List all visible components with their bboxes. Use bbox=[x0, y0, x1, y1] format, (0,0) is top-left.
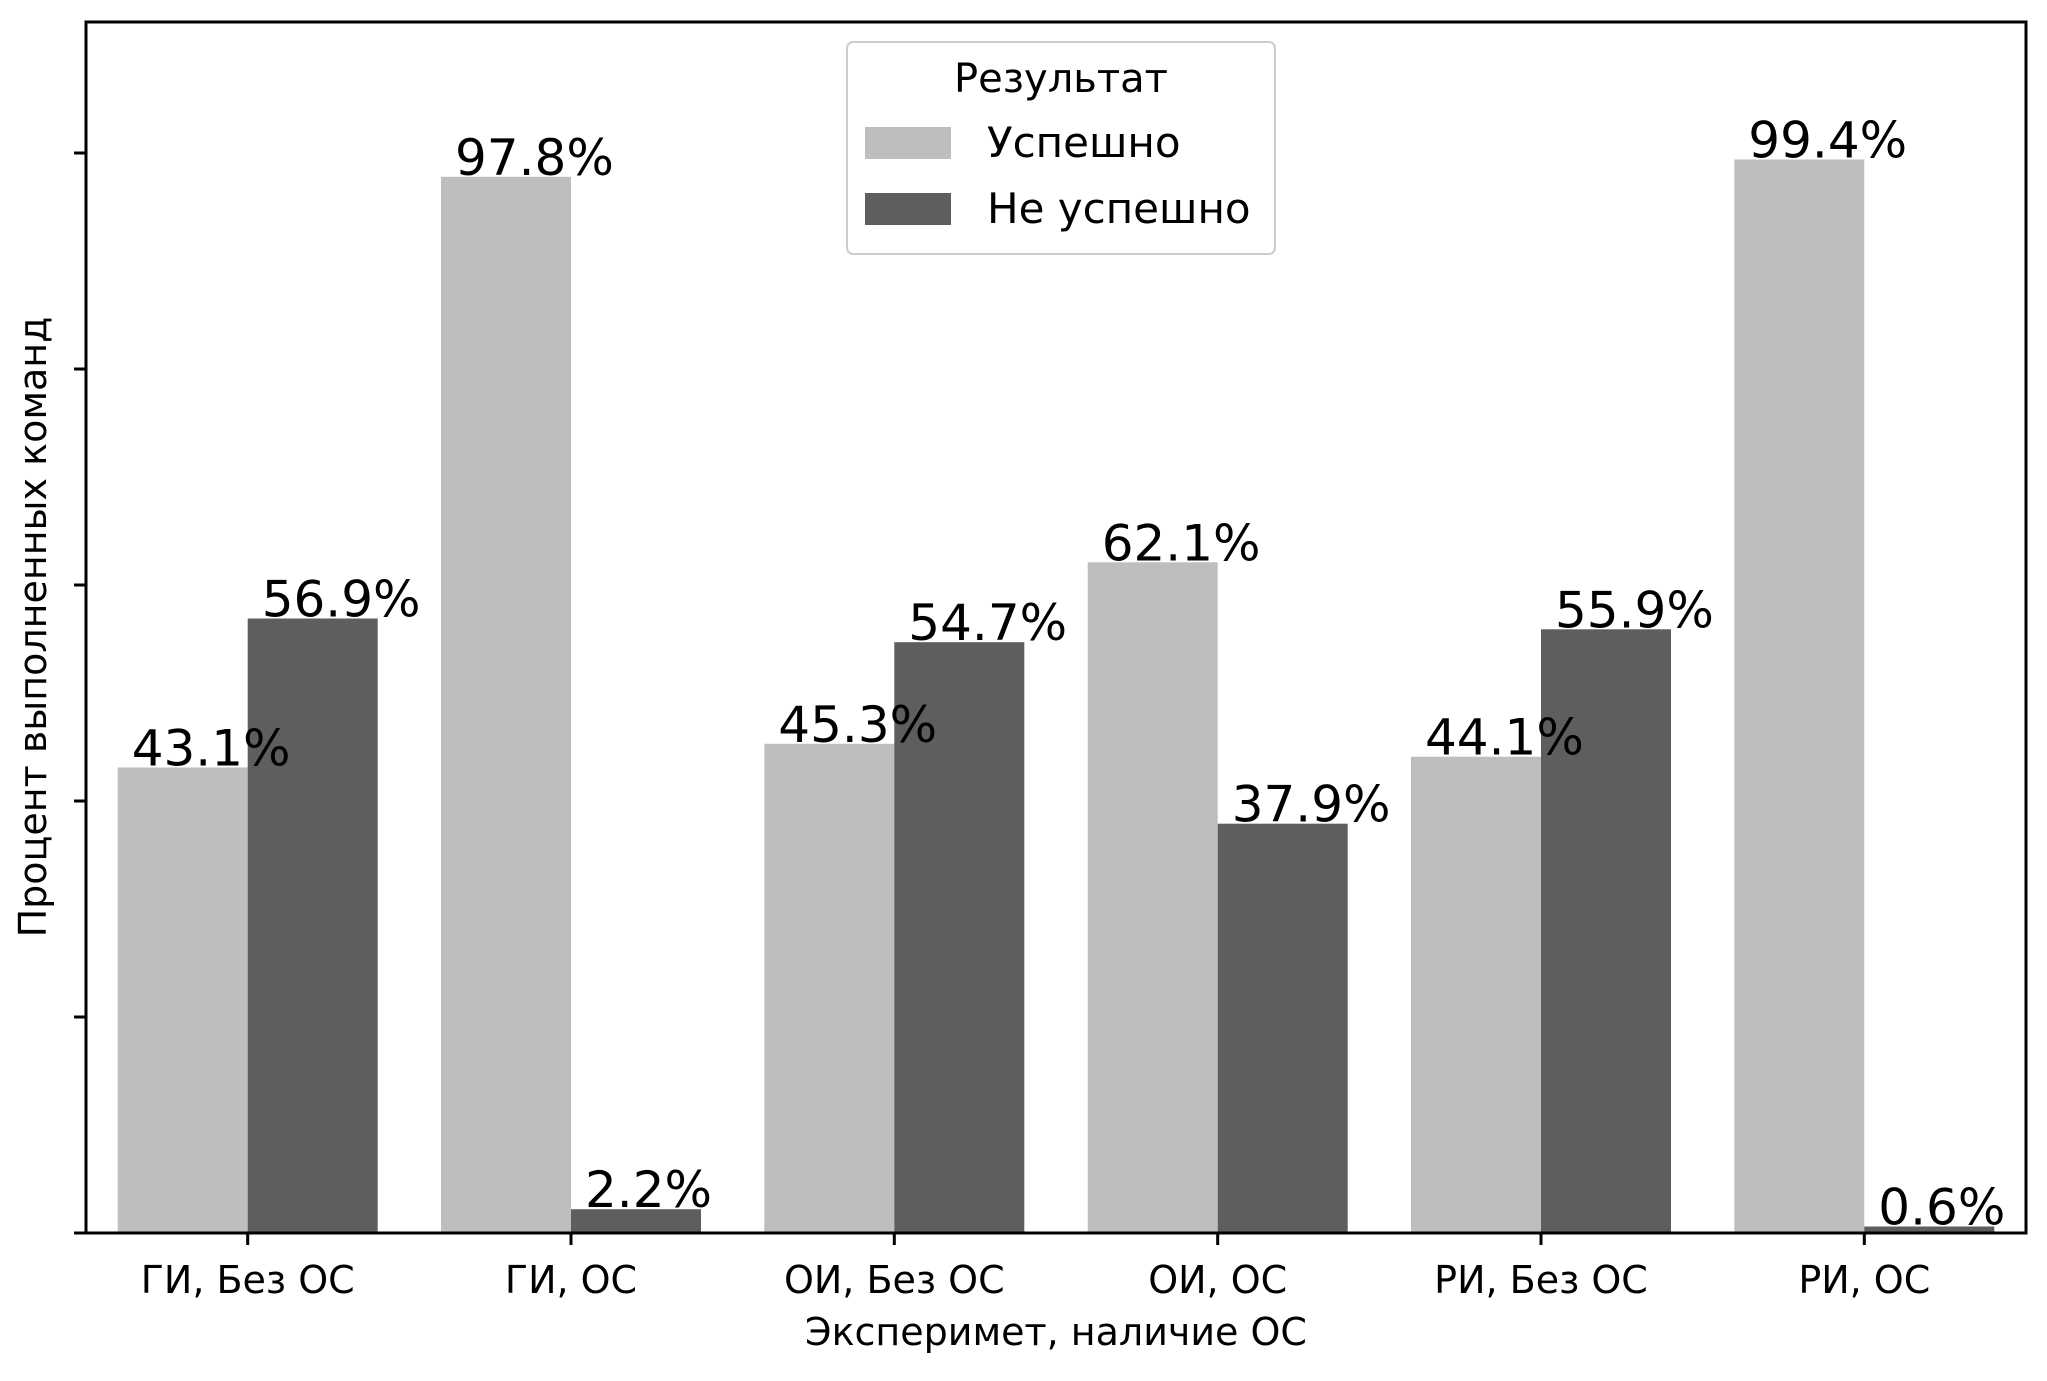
bar-value-label: 55.9% bbox=[1555, 581, 1714, 639]
x-tick-label: ГИ, ОС bbox=[505, 1258, 637, 1302]
plot-frame bbox=[84, 20, 2028, 1235]
bar-success-2 bbox=[764, 743, 895, 1233]
bar-success-1 bbox=[441, 176, 571, 1233]
bar-value-label: 44.1% bbox=[1425, 709, 1584, 767]
bar-value-label: 0.6% bbox=[1878, 1179, 2005, 1237]
legend-swatch-success bbox=[865, 127, 951, 159]
bar-failure-2 bbox=[894, 642, 1025, 1233]
legend-title: Результат bbox=[954, 56, 1168, 102]
x-axis-label: Эксперимет, наличие ОС bbox=[805, 1310, 1307, 1354]
x-tick-label: РИ, ОС bbox=[1798, 1258, 1930, 1302]
bar-value-label: 37.9% bbox=[1232, 776, 1391, 834]
legend: Результат Успешно Не успешно bbox=[846, 41, 1276, 255]
y-axis-ticks bbox=[74, 151, 86, 1235]
y-axis-label: Процент выполненных команд bbox=[11, 317, 55, 938]
x-axis-ticks: ГИ, Без ОС ГИ, ОС ОИ, Без ОС ОИ, ОС РИ, Без … bbox=[141, 1233, 1930, 1302]
bar-failure-3 bbox=[1217, 823, 1348, 1233]
x-tick-label: ГИ, Без ОС bbox=[141, 1258, 355, 1302]
x-tick-label: ОИ, ОС bbox=[1148, 1258, 1287, 1302]
bar-failure-5 bbox=[1864, 1226, 1995, 1233]
bars-layer bbox=[117, 159, 1995, 1233]
bar-failure-1 bbox=[571, 1209, 701, 1233]
legend-label-failure: Не успешно bbox=[987, 184, 1251, 233]
x-tick-label: ОИ, Без ОС bbox=[784, 1258, 1005, 1302]
bar-value-label: 62.1% bbox=[1102, 514, 1261, 572]
bar-labels-layer: 43.1% 56.9% 97.8% 2.2% 45.3% 54.7% 62.1% 37.9% 4… bbox=[132, 112, 2006, 1237]
bar-value-label: 56.9% bbox=[262, 571, 421, 629]
legend-label-success: Успешно bbox=[987, 118, 1181, 167]
bar-value-label: 54.7% bbox=[908, 594, 1067, 652]
bar-success-0 bbox=[117, 767, 248, 1233]
bar-failure-0 bbox=[247, 618, 378, 1233]
bar-value-label: 99.4% bbox=[1748, 112, 1907, 170]
bar-value-label: 97.8% bbox=[455, 129, 614, 187]
bar-success-3 bbox=[1087, 562, 1218, 1233]
x-tick-label: РИ, Без ОС bbox=[1434, 1258, 1648, 1302]
legend-swatch-failure bbox=[865, 193, 951, 225]
bar-success-4 bbox=[1411, 756, 1541, 1233]
legend-box bbox=[846, 41, 1276, 255]
bar-value-label: 45.3% bbox=[778, 696, 937, 754]
bar-failure-4 bbox=[1541, 629, 1671, 1233]
bar-value-label: 2.2% bbox=[585, 1161, 712, 1219]
bar-value-label: 43.1% bbox=[132, 720, 291, 778]
bar-success-5 bbox=[1734, 159, 1865, 1233]
